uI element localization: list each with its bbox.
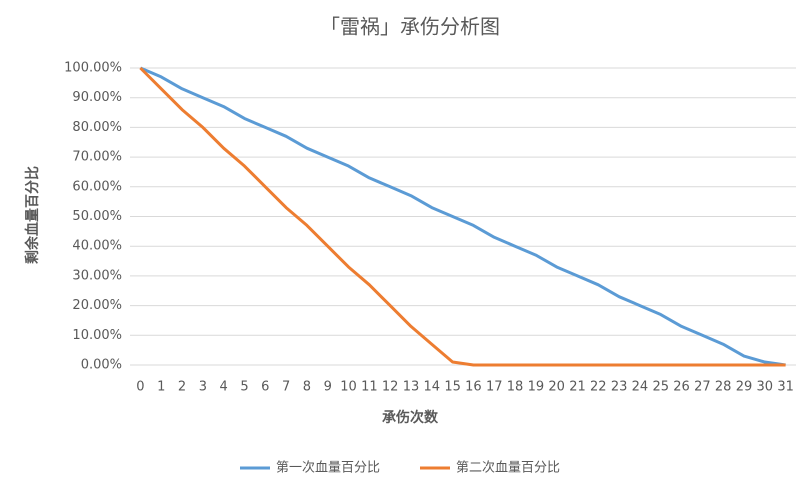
y-tick-label: 40.00%: [72, 239, 122, 254]
x-tick-label: 7: [282, 380, 290, 395]
x-tick-label: 13: [403, 380, 420, 395]
legend-label: 第一次血量百分比: [276, 460, 380, 476]
x-tick-label: 24: [632, 380, 649, 395]
y-axis-title: 剩余血量百分比: [24, 166, 41, 264]
x-tick-label: 11: [361, 380, 378, 395]
x-tick-label: 15: [444, 380, 461, 395]
x-tick-label: 19: [528, 380, 545, 395]
x-tick-label: 9: [324, 380, 332, 395]
x-tick-label: 4: [220, 380, 228, 395]
x-tick-label: 0: [136, 380, 144, 395]
x-tick-label: 17: [486, 380, 503, 395]
y-tick-label: 80.00%: [72, 120, 122, 135]
x-tick-label: 5: [240, 380, 248, 395]
y-tick-label: 90.00%: [72, 90, 122, 105]
x-tick-label: 29: [736, 380, 753, 395]
x-tick-label: 31: [777, 380, 794, 395]
x-tick-label: 20: [548, 380, 565, 395]
x-axis-title: 承伤次数: [382, 409, 439, 426]
x-tick-label: 14: [424, 380, 441, 395]
x-tick-label: 27: [694, 380, 711, 395]
x-tick-label: 8: [303, 380, 311, 395]
x-tick-label: 23: [611, 380, 628, 395]
series-line: [139, 66, 786, 367]
y-tick-label: 50.00%: [72, 209, 122, 224]
legend-label: 第二次血量百分比: [456, 460, 560, 476]
y-tick-label: 10.00%: [72, 328, 122, 343]
y-tick-label: 20.00%: [72, 298, 122, 313]
x-tick-label: 26: [673, 380, 690, 395]
series-line: [139, 66, 786, 367]
x-tick-label: 30: [757, 380, 774, 395]
x-tick-label: 1: [157, 380, 165, 395]
x-tick-label: 16: [465, 380, 482, 395]
y-tick-label: 100.00%: [64, 61, 122, 76]
y-tick-label: 30.00%: [72, 268, 122, 283]
x-tick-label: 22: [590, 380, 607, 395]
x-tick-label: 12: [382, 380, 399, 395]
chart-title: 「雷祸」承伤分析图: [320, 15, 500, 39]
x-tick-label: 6: [261, 380, 269, 395]
x-tick-label: 3: [199, 380, 207, 395]
y-tick-label: 70.00%: [72, 150, 122, 165]
x-tick-label: 25: [652, 380, 669, 395]
y-tick-label: 0.00%: [81, 358, 122, 373]
x-tick-label: 21: [569, 380, 586, 395]
y-tick-label: 60.00%: [72, 179, 122, 194]
x-tick-label: 10: [340, 380, 357, 395]
x-tick-label: 28: [715, 380, 732, 395]
x-tick-label: 2: [178, 380, 186, 395]
x-tick-label: 18: [507, 380, 524, 395]
